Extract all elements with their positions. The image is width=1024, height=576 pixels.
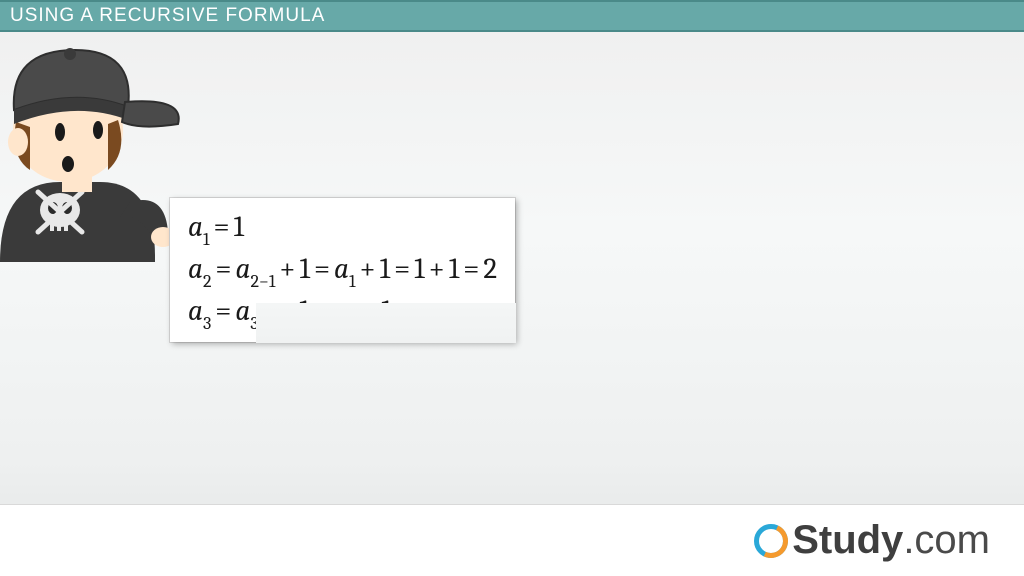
page-title: USING A RECURSIVE FORMULA <box>10 5 325 27</box>
formula-box: a1=1 a2=a2−1+1=a1+1=1+1=2 a3=a3−1+1=a2+1 <box>170 198 515 342</box>
cartoon-character <box>0 32 180 262</box>
logo-text-rest: .com <box>903 518 990 562</box>
title-bar: USING A RECURSIVE FORMULA <box>0 0 1024 32</box>
footer-bar: Study.com <box>0 504 1024 576</box>
formula-line-2: a2=a2−1+1=a1+1=1+1=2 <box>188 250 497 292</box>
study-logo: Study.com <box>754 518 990 563</box>
logo-ring-icon <box>754 524 788 558</box>
logo-text: Study.com <box>792 518 990 563</box>
formula-line-1: a1=1 <box>188 208 497 250</box>
logo-text-bold: Study <box>792 518 903 562</box>
formula-box-notch <box>256 303 516 343</box>
